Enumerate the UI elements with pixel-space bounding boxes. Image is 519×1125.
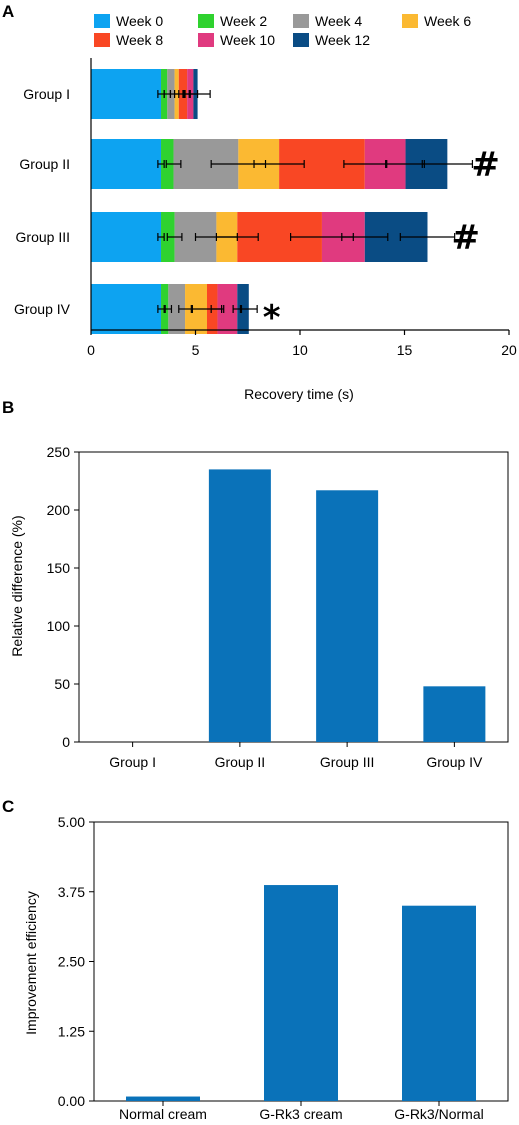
significance-marker: # — [471, 145, 500, 185]
category-label: Group IV — [426, 754, 483, 770]
legend-swatch — [198, 33, 214, 47]
legend-swatch — [94, 14, 110, 28]
panel-b-y-axis-title: Relative difference (%) — [9, 515, 25, 656]
significance-marker: # — [451, 218, 480, 258]
y-tick-label: 50 — [54, 676, 70, 692]
panel-c-bar-chart: 0.00 1.25 2.50 3.75 5.00 Normal cream G-Rk3 cr… — [58, 814, 509, 1122]
panel-b-letter: B — [2, 398, 14, 417]
legend-label: Week 10 — [220, 32, 275, 48]
category-label: Group III — [320, 754, 374, 770]
bar-segment — [168, 284, 186, 334]
legend-swatch — [198, 14, 214, 28]
y-tick-label: 3.75 — [58, 884, 85, 900]
x-tick-label: 10 — [292, 342, 308, 358]
y-tick-label: 150 — [47, 560, 71, 576]
y-tick-label: 100 — [47, 618, 71, 634]
category-label: G-Rk3 cream — [259, 1106, 342, 1122]
bar-segment — [91, 139, 162, 189]
panel-c-letter: C — [2, 797, 14, 816]
x-tick-label: 20 — [501, 342, 517, 358]
y-tick-label: 5.00 — [58, 814, 85, 830]
bar — [316, 490, 379, 742]
y-tick-label: 1.25 — [58, 1023, 85, 1039]
bar — [208, 469, 271, 742]
y-tick-label: 250 — [47, 444, 71, 460]
bar-segment — [217, 284, 238, 334]
bar — [264, 885, 338, 1101]
category-label: Group III — [16, 229, 70, 245]
legend-label: Week 4 — [315, 13, 362, 29]
legend-label: Week 8 — [116, 32, 163, 48]
x-tick-label: 0 — [87, 342, 95, 358]
bar — [402, 905, 476, 1101]
y-tick-label: 200 — [47, 502, 71, 518]
category-label: Group II — [215, 754, 266, 770]
category-label: Group IV — [14, 301, 71, 317]
category-label: Group I — [23, 86, 70, 102]
bar-segment — [91, 284, 162, 334]
legend-swatch — [293, 14, 309, 28]
panel-a-letter: A — [2, 2, 14, 21]
category-label: G-Rk3/Normal — [394, 1106, 483, 1122]
y-tick-label: 0.00 — [58, 1093, 85, 1109]
category-label: Group II — [19, 156, 70, 172]
legend-label: Week 6 — [424, 13, 471, 29]
panel-a-stacked-bar-chart: Week 0 Week 2 Week 4 Week 6 Week 8 Week 10 Wee… — [14, 13, 517, 358]
category-label: Group I — [109, 754, 156, 770]
legend-label: Week 0 — [116, 13, 163, 29]
category-label: Normal cream — [119, 1106, 207, 1122]
bar-segment — [91, 69, 162, 119]
y-tick-label: 2.50 — [58, 954, 85, 970]
panel-b-bar-chart: 0 50 100 150 200 250 Group I Group II Group III G… — [47, 444, 509, 770]
legend-label: Week 2 — [220, 13, 267, 29]
panel-a-x-axis-title: Recovery time (s) — [244, 386, 354, 402]
bar — [126, 1096, 200, 1101]
bar-segment — [91, 212, 162, 262]
panel-c-y-axis-title: Improvement efficiency — [23, 891, 39, 1035]
plot-frame — [78, 451, 509, 743]
legend-swatch — [94, 33, 110, 47]
legend-swatch — [402, 14, 418, 28]
significance-marker: * — [263, 298, 281, 338]
legend-label: Week 12 — [315, 32, 370, 48]
legend-swatch — [293, 33, 309, 47]
x-tick-label: 15 — [397, 342, 413, 358]
x-tick-label: 5 — [192, 342, 200, 358]
bar — [423, 686, 486, 742]
y-tick-label: 0 — [62, 734, 70, 750]
